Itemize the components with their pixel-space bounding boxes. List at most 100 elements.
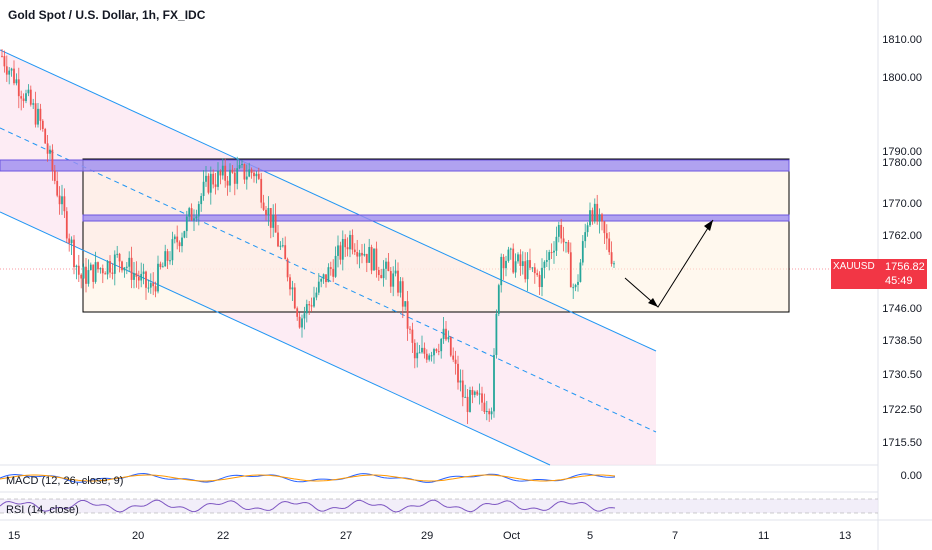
candle-body bbox=[310, 305, 313, 307]
candle-body bbox=[135, 273, 138, 277]
candle-body bbox=[202, 181, 205, 196]
candle-body bbox=[596, 203, 599, 222]
candle-body bbox=[454, 359, 457, 364]
candle-body bbox=[430, 355, 433, 357]
candle-body bbox=[221, 165, 224, 176]
candle-body bbox=[358, 252, 361, 257]
candle-body bbox=[507, 249, 510, 261]
candle-body bbox=[329, 267, 332, 269]
macd-zero-label: 0.00 bbox=[900, 470, 922, 482]
price-axis-label: 1715.50 bbox=[882, 437, 922, 449]
candle-body bbox=[279, 245, 282, 247]
candle-body bbox=[553, 250, 555, 253]
candle-body bbox=[41, 120, 44, 129]
candle-body bbox=[409, 328, 411, 330]
candle-body bbox=[109, 261, 111, 273]
price-axis-label: 1738.50 bbox=[882, 335, 922, 347]
channel-lower-line bbox=[0, 211, 551, 466]
candle-body bbox=[87, 270, 90, 284]
candle-body bbox=[68, 238, 71, 244]
candle-body bbox=[277, 232, 279, 247]
projection-arrowhead bbox=[704, 220, 713, 231]
candle-body bbox=[207, 175, 210, 193]
candle-body bbox=[322, 274, 325, 279]
candle-body bbox=[248, 169, 251, 177]
candle-body bbox=[97, 262, 99, 270]
candle-body bbox=[286, 259, 289, 278]
projection-arrowhead bbox=[648, 298, 658, 307]
price-axis-label: 1746.00 bbox=[882, 303, 922, 315]
candle-body bbox=[380, 275, 383, 279]
candle-body bbox=[565, 242, 567, 244]
candle-body bbox=[476, 391, 479, 395]
candle-body bbox=[85, 266, 87, 284]
candle-body bbox=[8, 70, 11, 75]
candle-body bbox=[473, 391, 476, 395]
rsi-label[interactable]: RSI (14, close) bbox=[6, 504, 79, 516]
candle-body bbox=[404, 301, 407, 307]
candle-body bbox=[603, 221, 606, 234]
channel-upper-line bbox=[0, 49, 657, 352]
candle-body bbox=[255, 173, 258, 177]
candle-body bbox=[250, 169, 253, 173]
candle-body bbox=[418, 352, 421, 354]
candle-body bbox=[56, 180, 59, 196]
candle-body bbox=[560, 224, 563, 239]
candle-body bbox=[533, 267, 536, 274]
candle-body bbox=[298, 316, 301, 328]
time-axis-label: 27 bbox=[340, 530, 353, 542]
candle-body bbox=[567, 242, 570, 253]
candle-body bbox=[365, 253, 368, 263]
candle-body bbox=[557, 224, 560, 237]
candle-body bbox=[485, 411, 488, 413]
macd-label[interactable]: MACD (12, 26, close, 9) bbox=[6, 475, 124, 487]
candle-body bbox=[478, 393, 481, 395]
candle-body bbox=[214, 184, 217, 187]
candle-body bbox=[296, 308, 299, 317]
candle-body bbox=[219, 170, 222, 176]
candle-body bbox=[123, 267, 126, 271]
candle-body bbox=[260, 178, 263, 203]
candle-body bbox=[435, 349, 438, 352]
candle-body bbox=[411, 329, 414, 343]
candle-body bbox=[99, 268, 102, 270]
candle-body bbox=[529, 260, 531, 268]
macd-signal-line bbox=[0, 474, 616, 482]
candle-body bbox=[34, 103, 37, 125]
candle-body bbox=[385, 261, 387, 269]
candle-body bbox=[243, 164, 246, 180]
candle-body bbox=[339, 245, 342, 260]
candle-body bbox=[92, 264, 95, 282]
candle-body bbox=[370, 247, 373, 271]
candle-body bbox=[157, 263, 159, 292]
candle-body bbox=[303, 313, 306, 319]
candle-body bbox=[581, 241, 584, 263]
time-axis-label: Oct bbox=[503, 530, 521, 542]
candle-body bbox=[94, 262, 97, 282]
time-axis-label: 13 bbox=[839, 530, 852, 542]
candle-body bbox=[495, 313, 498, 355]
candle-body bbox=[545, 260, 548, 262]
candle-body bbox=[245, 176, 248, 180]
candle-body bbox=[181, 237, 183, 247]
candle-body bbox=[267, 208, 270, 216]
candle-body bbox=[399, 281, 402, 293]
candle-body bbox=[44, 128, 47, 144]
candle-body bbox=[20, 96, 23, 99]
candle-body bbox=[536, 273, 539, 275]
candle-body bbox=[5, 66, 8, 75]
candle-body bbox=[509, 248, 512, 250]
candle-body bbox=[517, 254, 519, 262]
candle-body bbox=[1, 55, 3, 57]
candle-body bbox=[601, 214, 603, 222]
candle-body bbox=[118, 253, 121, 262]
resistance-zone bbox=[0, 159, 790, 172]
candle-body bbox=[351, 234, 354, 250]
candle-body bbox=[598, 214, 601, 222]
candle-body bbox=[521, 261, 524, 267]
candle-body bbox=[176, 236, 179, 243]
candle-body bbox=[317, 281, 320, 293]
candle-body bbox=[500, 256, 503, 286]
candle-body bbox=[349, 234, 351, 250]
